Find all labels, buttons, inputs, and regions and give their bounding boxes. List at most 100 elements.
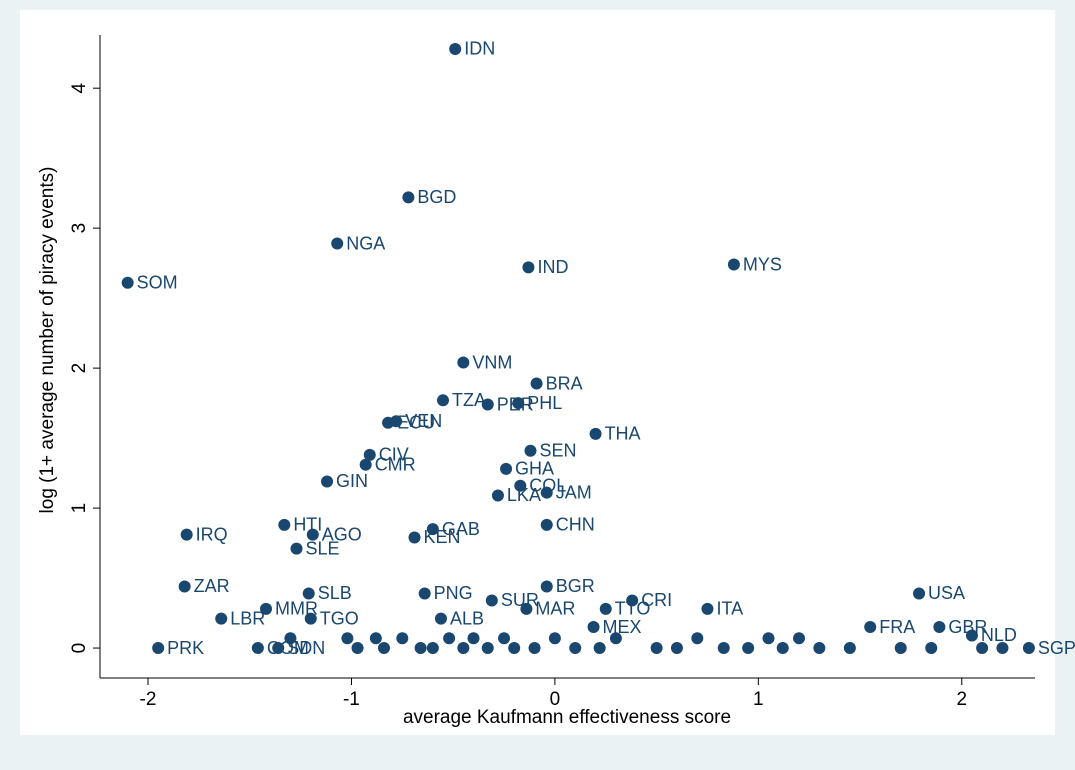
point [512,397,525,410]
y-axis-title: log (1+ average number of piracy events) [37,167,58,514]
point-label: CHN [556,515,595,535]
point [965,629,978,642]
point [331,237,344,250]
point [436,394,449,407]
point [548,632,561,645]
point-label: USA [928,583,965,603]
point-label: LBR [230,608,265,628]
point-label: PRK [167,638,204,658]
point [727,258,740,271]
point [467,632,480,645]
point-label: COL [529,475,566,495]
point [626,594,639,607]
point-label: CRI [641,590,672,610]
point [481,642,494,655]
x-tick-label: -2 [140,689,157,710]
point [434,612,447,625]
point-label: IDN [464,39,495,59]
point [260,602,273,615]
point [272,642,285,655]
point-label: GAB [442,519,480,539]
point [369,632,382,645]
point [609,632,622,645]
point [491,489,504,502]
point [976,642,989,655]
point-label: ECU [397,412,435,432]
point [530,377,543,390]
point-label: BGR [556,576,595,596]
point-label: CIV [379,445,409,465]
point [284,632,297,645]
point-label: ALB [450,608,484,628]
point [691,632,704,645]
point-label: SOM [137,272,178,292]
point [514,479,527,492]
point [251,642,264,655]
x-axis-title: average Kaufmann effectiveness score [403,707,731,728]
point [587,621,600,634]
point [813,642,826,655]
point [589,427,602,440]
point [894,642,907,655]
point [382,416,395,429]
point [426,523,439,536]
point-label: GHA [515,459,554,479]
point [776,642,789,655]
point [278,518,291,531]
point [341,632,354,645]
point [418,587,431,600]
point-label: TZA [452,390,486,410]
point [304,612,317,625]
point-label: MEX [603,617,642,637]
point [701,602,714,615]
point [925,642,938,655]
point-label: MYS [743,254,782,274]
point-label: TGO [320,608,359,628]
point [540,486,553,499]
point [864,621,877,634]
point-label: GIN [336,471,368,491]
y-tick-label: 3 [69,223,90,234]
point [670,642,683,655]
point-label: GBR [948,617,987,637]
point [520,602,533,615]
point [457,356,470,369]
point [650,642,663,655]
point [793,632,806,645]
point-label: THA [605,424,641,444]
point-label: IND [537,257,568,277]
point [377,642,390,655]
point [290,542,303,555]
point [396,632,409,645]
point-label: IRQ [196,524,228,544]
x-tick-label: 2 [956,689,967,710]
y-tick-label: 1 [69,503,90,514]
y-tick-label: 0 [69,643,90,654]
point [180,528,193,541]
point [843,642,856,655]
point [359,458,372,471]
point [717,642,730,655]
point-label: JAM [556,482,592,502]
point [913,587,926,600]
x-tick-label: 1 [753,689,764,710]
point [540,518,553,531]
point-label: SDN [287,638,325,658]
point [408,531,421,544]
point-label: VEN [405,411,442,431]
point [508,642,521,655]
point [215,612,228,625]
point [121,276,134,289]
point [402,191,415,204]
point-label: BGD [417,187,456,207]
point-label: LKA [507,485,541,505]
point [933,621,946,634]
point-label: TTO [615,599,651,619]
point [996,642,1009,655]
point [498,632,511,645]
point [363,448,376,461]
point-label: MAR [535,599,575,619]
point-label: SUR [501,590,539,610]
point [528,642,541,655]
